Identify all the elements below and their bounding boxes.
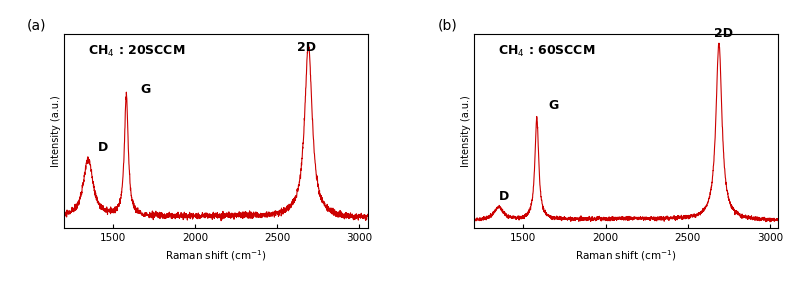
Y-axis label: Intensity (a.u.): Intensity (a.u.) bbox=[461, 95, 472, 167]
X-axis label: Raman shift (cm$^{-1}$): Raman shift (cm$^{-1}$) bbox=[164, 249, 267, 263]
Text: (b): (b) bbox=[437, 19, 457, 33]
X-axis label: Raman shift (cm$^{-1}$): Raman shift (cm$^{-1}$) bbox=[575, 249, 677, 263]
Text: CH$_4$ : 20SCCM: CH$_4$ : 20SCCM bbox=[88, 44, 185, 59]
Y-axis label: Intensity (a.u.): Intensity (a.u.) bbox=[51, 95, 61, 167]
Text: 2D: 2D bbox=[297, 40, 316, 54]
Text: 2D: 2D bbox=[714, 27, 733, 40]
Text: (a): (a) bbox=[27, 19, 47, 33]
Text: CH$_4$ : 60SCCM: CH$_4$ : 60SCCM bbox=[499, 44, 596, 59]
Text: D: D bbox=[98, 141, 108, 154]
Text: D: D bbox=[499, 190, 510, 203]
Text: G: G bbox=[548, 99, 558, 112]
Text: G: G bbox=[141, 83, 151, 96]
